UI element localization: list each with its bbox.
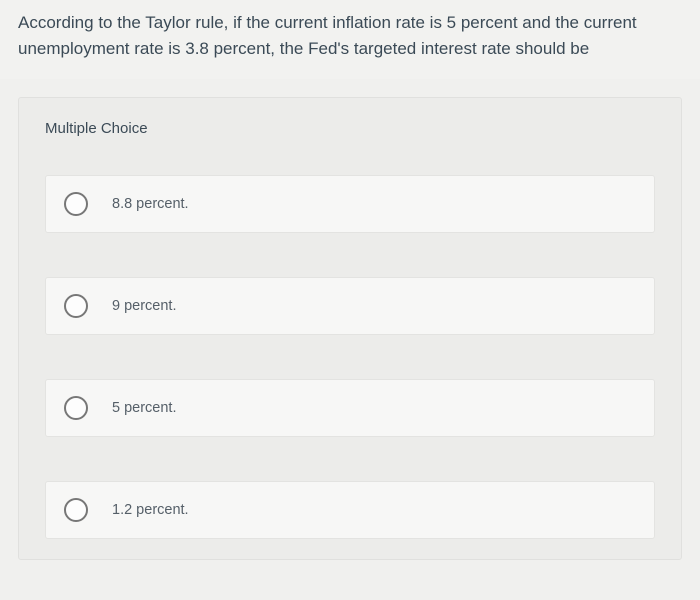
radio-icon[interactable]: [64, 294, 88, 318]
option-row-1[interactable]: 8.8 percent.: [45, 175, 655, 233]
multiple-choice-heading: Multiple Choice: [45, 120, 655, 137]
answers-panel: Multiple Choice 8.8 percent. 9 percent. …: [18, 97, 682, 560]
option-row-2[interactable]: 9 percent.: [45, 277, 655, 335]
option-row-3[interactable]: 5 percent.: [45, 379, 655, 437]
option-row-4[interactable]: 1.2 percent.: [45, 481, 655, 539]
radio-icon[interactable]: [64, 192, 88, 216]
question-text: According to the Taylor rule, if the cur…: [18, 10, 682, 61]
option-label: 5 percent.: [112, 400, 177, 416]
option-label: 9 percent.: [112, 298, 177, 314]
radio-icon[interactable]: [64, 498, 88, 522]
question-area: According to the Taylor rule, if the cur…: [0, 0, 700, 79]
option-label: 1.2 percent.: [112, 502, 189, 518]
option-label: 8.8 percent.: [112, 196, 189, 212]
radio-icon[interactable]: [64, 396, 88, 420]
